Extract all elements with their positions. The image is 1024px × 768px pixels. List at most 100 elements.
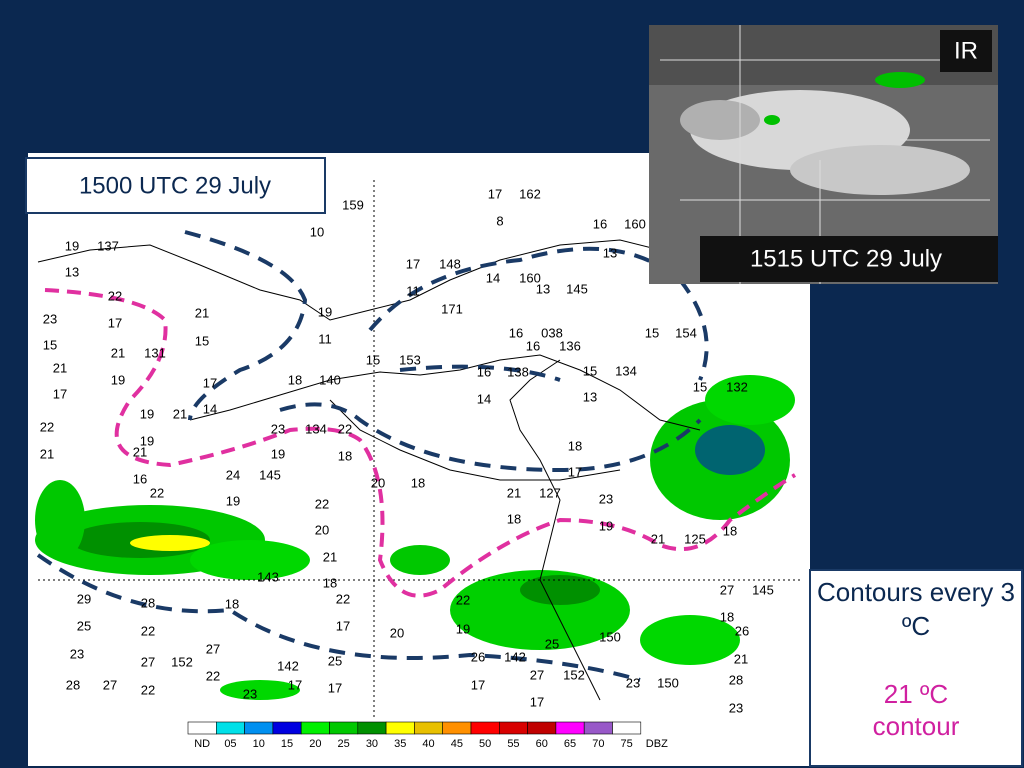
station-value: 19 <box>226 493 240 508</box>
station-value: 17 <box>406 256 420 271</box>
station-value: 160 <box>519 270 541 285</box>
station-value: 038 <box>541 325 563 340</box>
title-box <box>25 157 326 214</box>
station-value: 16 <box>526 338 540 353</box>
station-value: 14 <box>477 391 491 406</box>
station-value: 15 <box>583 363 597 378</box>
legend-swatch <box>385 721 415 735</box>
station-value: 26 <box>735 623 749 638</box>
station-value: 134 <box>305 421 327 436</box>
station-value: 131 <box>144 345 166 360</box>
station-value: 29 <box>77 591 91 606</box>
station-value: 19 <box>456 621 470 636</box>
station-value: 17 <box>203 375 217 390</box>
station-value: 23 <box>599 491 613 506</box>
station-value: 21 <box>111 345 125 360</box>
station-value: 21 <box>734 651 748 666</box>
legend-label: 25 <box>338 738 350 750</box>
station-value: 8 <box>496 213 503 228</box>
legend-label: 55 <box>507 738 519 750</box>
station-value: 28 <box>66 677 80 692</box>
station-value: 16 <box>593 216 607 231</box>
station-value: 148 <box>439 256 461 271</box>
legend-swatch <box>329 721 359 735</box>
notes-fo: 21 ºC contour <box>872 679 960 741</box>
legend-unit: DBZ <box>646 738 668 750</box>
station-value: 19 <box>140 406 154 421</box>
station-value: 20 <box>390 625 404 640</box>
station-value: 16 <box>477 364 491 379</box>
station-value: 18 <box>323 575 337 590</box>
station-value: 21 <box>173 406 187 421</box>
notes-fo: Contours every 3 ºC <box>817 577 1015 641</box>
station-value: 22 <box>141 623 155 638</box>
station-value: 14 <box>486 270 500 285</box>
station-value: 22 <box>206 668 220 683</box>
station-value: 150 <box>599 629 621 644</box>
station-value: 27 <box>141 654 155 669</box>
station-value: 150 <box>657 675 679 690</box>
legend-label: 60 <box>536 738 548 750</box>
legend-swatch <box>583 721 613 735</box>
station-value: 17 <box>568 464 582 479</box>
station-value: 18 <box>288 372 302 387</box>
station-value: 11 <box>406 283 420 298</box>
station-value: 13 <box>65 264 79 279</box>
legend-label: 70 <box>592 738 604 750</box>
station-value: 143 <box>257 569 279 584</box>
station-value: 134 <box>615 363 637 378</box>
notes-box <box>809 569 1023 767</box>
station-value: 18 <box>720 609 734 624</box>
contour-note: Contours every 3 ºC <box>817 577 1015 641</box>
legend-label: 30 <box>366 738 378 750</box>
legend-swatch <box>470 721 500 735</box>
station-value: 25 <box>328 653 342 668</box>
legend-swatch <box>414 721 443 735</box>
station-value: 13 <box>603 245 617 260</box>
station-value: 25 <box>545 636 559 651</box>
station-value: 18 <box>338 448 352 463</box>
station-value: 13 <box>536 281 550 296</box>
station-value: 21 <box>507 485 521 500</box>
station-value: 22 <box>108 288 122 303</box>
station-value: 17 <box>530 694 544 709</box>
station-value: 21 <box>323 549 337 564</box>
station-value: 13 <box>583 389 597 404</box>
station-value: 138 <box>507 364 529 379</box>
station-value: 140 <box>319 372 341 387</box>
legend-swatch <box>216 721 245 735</box>
station-value: 21 <box>40 446 54 461</box>
station-value: 145 <box>566 281 588 296</box>
station-value: 16 <box>509 325 523 340</box>
station-value: 19 <box>111 372 125 387</box>
station-value: 152 <box>563 667 585 682</box>
legend-swatch <box>498 721 528 735</box>
legend-label: 40 <box>422 738 434 750</box>
legend-label: 75 <box>621 738 633 750</box>
station-value: 21 <box>53 360 67 375</box>
station-value: 17 <box>488 186 502 201</box>
map-title: 1500 UTC 29 July <box>79 172 271 199</box>
station-value: 22 <box>141 682 155 697</box>
legend-label: 35 <box>394 738 406 750</box>
legend-swatch <box>527 721 557 735</box>
station-value: 15 <box>366 352 380 367</box>
station-value: 17 <box>288 677 302 692</box>
station-value: 145 <box>752 582 774 597</box>
legend-label: 45 <box>451 738 463 750</box>
station-value: 162 <box>519 186 541 201</box>
legend-swatch <box>555 721 585 735</box>
station-value: 154 <box>675 325 697 340</box>
coastlines <box>37 180 800 720</box>
station-value: 27 <box>720 582 734 597</box>
legend-swatch <box>187 721 217 735</box>
station-value: 19 <box>318 304 332 319</box>
station-value: 137 <box>97 238 119 253</box>
station-value: 18 <box>507 511 521 526</box>
station-value: 18 <box>225 596 239 611</box>
highlight-note: 21 ºC contour <box>872 679 960 741</box>
station-value: 27 <box>206 641 220 656</box>
station-value: 21 <box>133 444 147 459</box>
